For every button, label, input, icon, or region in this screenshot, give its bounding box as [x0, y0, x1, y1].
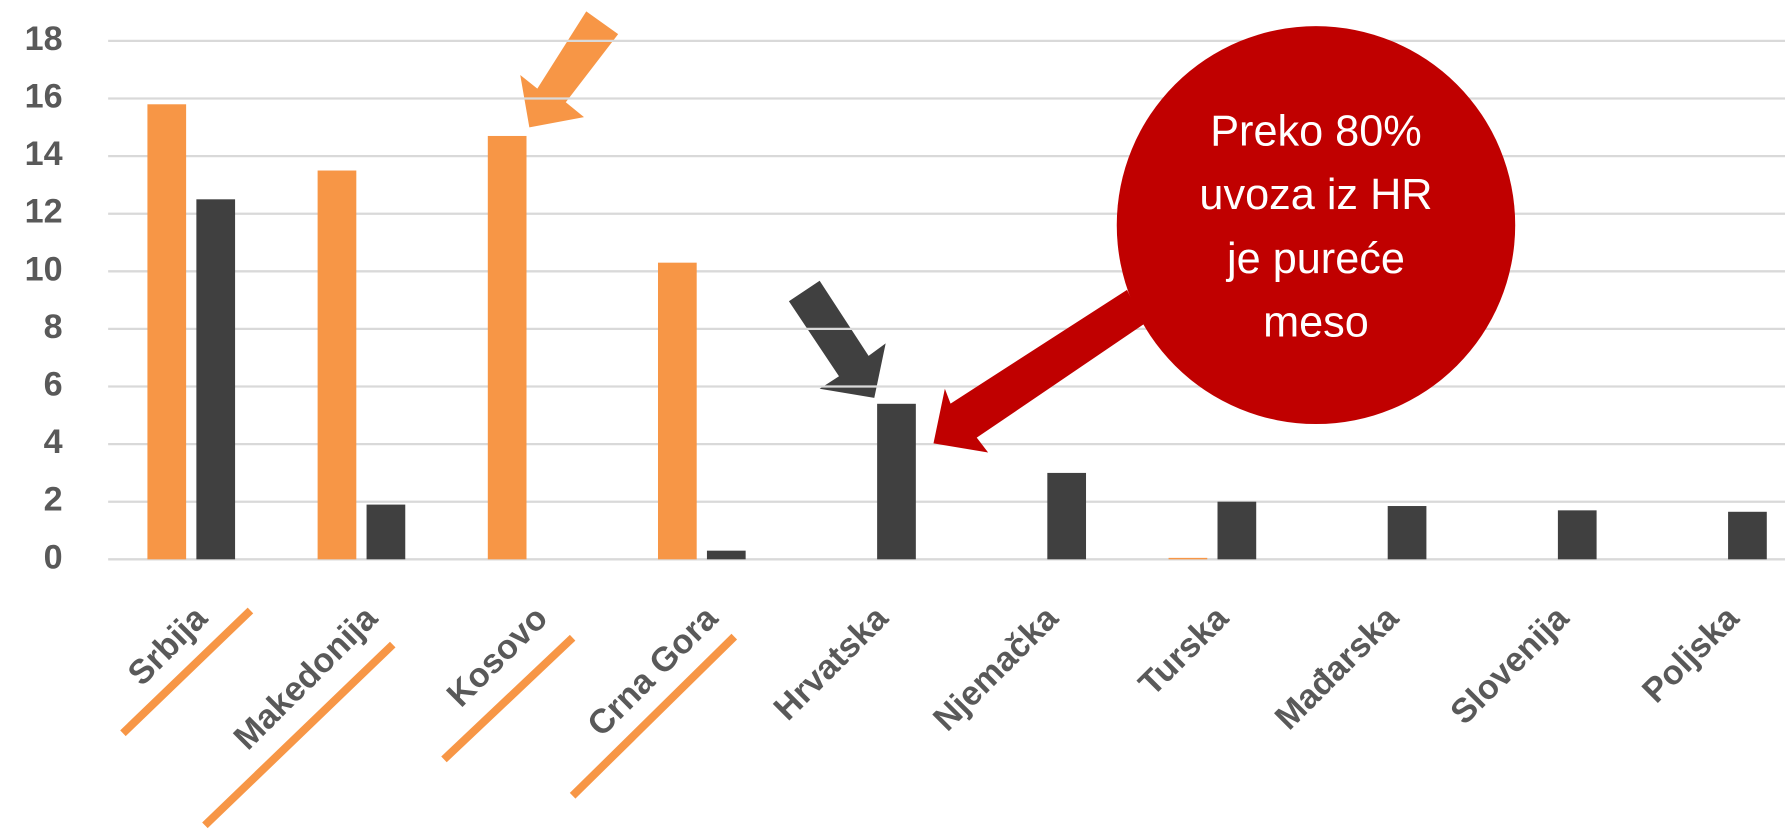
bar: [147, 104, 187, 560]
x-tick-label: Kosovo: [440, 599, 555, 714]
annotation-text: meso: [1263, 299, 1369, 347]
bar: [196, 199, 236, 560]
bar: [1557, 510, 1597, 560]
underline: [120, 607, 254, 737]
y-tick-label: 2: [44, 481, 63, 519]
x-tick-label: Mađarska: [1268, 598, 1407, 737]
bar: [657, 262, 697, 560]
annotation-text: je pureće: [1225, 235, 1405, 283]
bar: [317, 170, 357, 560]
bar: [706, 550, 746, 560]
annotation-text: uvoza iz HR: [1199, 171, 1432, 219]
x-tick-label: Njemačka: [926, 598, 1066, 738]
annotation-text: Preko 80%: [1210, 108, 1422, 156]
y-tick-label: 10: [25, 250, 63, 288]
y-tick-label: 12: [25, 193, 63, 231]
underline: [202, 641, 396, 829]
x-tick-label: Poljska: [1635, 598, 1747, 710]
bar: [366, 504, 406, 560]
arrow: [788, 280, 886, 398]
x-tick-label: Srbija: [121, 598, 216, 693]
underline: [569, 633, 738, 799]
bar: [1047, 472, 1087, 560]
arrow: [933, 289, 1145, 453]
y-tick-label: 18: [25, 20, 63, 58]
y-tick-label: 16: [25, 78, 63, 116]
y-tick-label: 0: [44, 538, 63, 576]
x-tick-label: Slovenija: [1443, 598, 1577, 731]
y-tick-label: 14: [25, 135, 63, 173]
bar: [1168, 557, 1208, 560]
underline: [441, 634, 576, 763]
bar: [1217, 501, 1257, 560]
y-tick-label: 6: [44, 366, 63, 404]
y-tick-label: 8: [44, 308, 63, 346]
x-tick-label: Hrvatska: [767, 598, 897, 727]
bar: [1728, 511, 1767, 560]
bar: [877, 403, 916, 560]
bar: [487, 135, 527, 560]
arrow: [520, 11, 619, 128]
y-tick-label: 4: [44, 423, 63, 461]
bar: [1387, 506, 1427, 560]
x-tick-label: Turska: [1132, 598, 1237, 703]
annotation-bubble: [1116, 26, 1516, 425]
